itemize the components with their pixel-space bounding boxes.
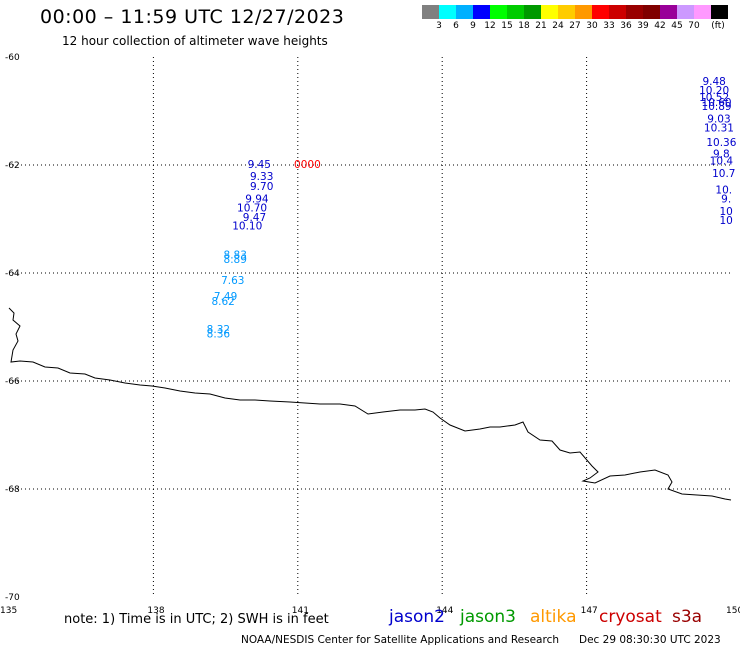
wave-height-label: 7.49 (214, 291, 237, 303)
color-swatch (575, 5, 592, 19)
footer-note: note: 1) Time is in UTC; 2) SWH is in fe… (64, 612, 329, 627)
color-scale-tick-label: 42 (654, 21, 666, 31)
color-scale-tick-label: 15 (501, 21, 513, 31)
wave-height-label: 9.45 (248, 159, 271, 171)
color-scale-tick-label: 6 (453, 21, 459, 31)
credit-line: NOAA/NESDIS Center for Satellite Applica… (241, 634, 559, 646)
color-scale-bar (422, 5, 728, 19)
wave-height-label: 10.36 (706, 137, 736, 149)
color-scale-tick-label: 18 (518, 21, 530, 31)
wave-height-label: 9. (721, 193, 731, 205)
wave-height-label: 9.48 (702, 76, 725, 88)
color-swatch (524, 5, 541, 19)
wave-height-label: 10.7 (712, 168, 735, 180)
generated-timestamp: Dec 29 08:30:30 UTC 2023 (579, 634, 721, 646)
longitude-tick-label: 147 (581, 606, 598, 616)
wave-height-label: 10.52 (699, 92, 729, 104)
color-swatch (643, 5, 660, 19)
longitude-tick-label: 135 (0, 606, 17, 616)
color-swatch (541, 5, 558, 19)
wave-height-label: 10.60 (702, 97, 732, 109)
longitude-tick-label: 138 (147, 606, 164, 616)
color-swatch (694, 5, 711, 19)
latitude-tick-label: -66 (5, 377, 20, 387)
color-swatch (558, 5, 575, 19)
legend-item-cryosat: cryosat (599, 607, 662, 627)
color-swatch (439, 5, 456, 19)
latitude-tick-label: -68 (5, 485, 20, 495)
latitude-tick-label: -64 (5, 269, 20, 279)
wave-height-label: 9.70 (250, 181, 273, 193)
coastline (8, 307, 732, 501)
legend-item-jason3: jason3 (460, 607, 516, 627)
wave-height-label: 10.89 (702, 101, 732, 113)
color-scale-tick-label: 12 (484, 21, 496, 31)
color-swatch (592, 5, 609, 19)
color-scale-tick-label: 36 (620, 21, 632, 31)
color-swatch (507, 5, 524, 19)
latitude-tick-label: -62 (5, 161, 20, 171)
wave-height-label: 9.47 (243, 212, 266, 224)
wave-height-label: 10.31 (704, 123, 734, 135)
latitude-tick-label: -70 (5, 593, 20, 603)
color-swatch (456, 5, 473, 19)
color-scale-tick-label: 33 (603, 21, 615, 31)
color-swatch (473, 5, 490, 19)
color-swatch (677, 5, 694, 19)
wave-height-label: 8.36 (207, 328, 231, 340)
latitude-tick-label: -60 (5, 53, 20, 63)
wave-height-label: 8.89 (224, 254, 247, 266)
color-scale-tick-label: 21 (535, 21, 547, 31)
wave-height-label: 7.63 (221, 275, 244, 287)
color-scale-unit: (ft) (711, 21, 725, 31)
longitude-tick-label: 150 (726, 606, 740, 616)
color-scale-tick-label: 45 (671, 21, 683, 31)
map-subtitle: 12 hour collection of altimeter wave hei… (62, 34, 328, 48)
wave-height-label: 10 (719, 215, 732, 227)
wave-height-label: 10 (719, 206, 732, 218)
color-swatch (422, 5, 439, 19)
color-scale-tick-label: 9 (470, 21, 476, 31)
longitude-tick-label: 141 (292, 606, 309, 616)
wave-height-label: 9.8 (713, 149, 730, 161)
wave-height-label: 8.62 (211, 296, 234, 308)
map-title: 00:00 – 11:59 UTC 12/27/2023 (40, 6, 345, 28)
wave-height-label: 9.03 (707, 114, 730, 126)
color-scale-tick-label: 3 (436, 21, 442, 31)
color-swatch (711, 5, 728, 19)
longitude-tick-label: 144 (436, 606, 453, 616)
color-scale-tick-label: 39 (637, 21, 649, 31)
color-swatch (609, 5, 626, 19)
color-scale-tick-label: 24 (552, 21, 564, 31)
legend-item-jason2: jason2 (389, 607, 445, 627)
wave-height-label: 10.10 (232, 220, 262, 232)
color-swatch (626, 5, 643, 19)
wave-height-label: 10.4 (710, 156, 734, 168)
color-scale-tick-label: 70 (688, 21, 700, 31)
wave-height-label: 8.32 (207, 324, 230, 336)
wave-height-label: 10.70 (237, 203, 267, 215)
wave-height-label: 10. (715, 184, 732, 196)
legend-item-s3a: s3a (672, 607, 703, 627)
wave-height-label: 8.83 (224, 250, 247, 262)
color-scale-tick-label: 30 (586, 21, 598, 31)
color-swatch (660, 5, 677, 19)
wave-height-label: 0000 (294, 159, 321, 171)
legend-item-altika: altika (530, 607, 577, 627)
wave-height-label: 9.33 (250, 171, 273, 183)
color-scale-tick-label: 27 (569, 21, 581, 31)
wave-height-label: 9.94 (245, 193, 269, 205)
wave-height-label: 10.20 (699, 85, 729, 97)
color-swatch (490, 5, 507, 19)
